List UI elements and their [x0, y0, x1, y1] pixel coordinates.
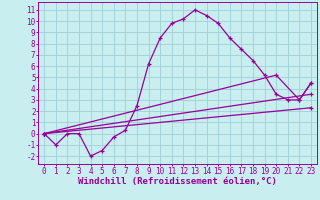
X-axis label: Windchill (Refroidissement éolien,°C): Windchill (Refroidissement éolien,°C)	[78, 177, 277, 186]
